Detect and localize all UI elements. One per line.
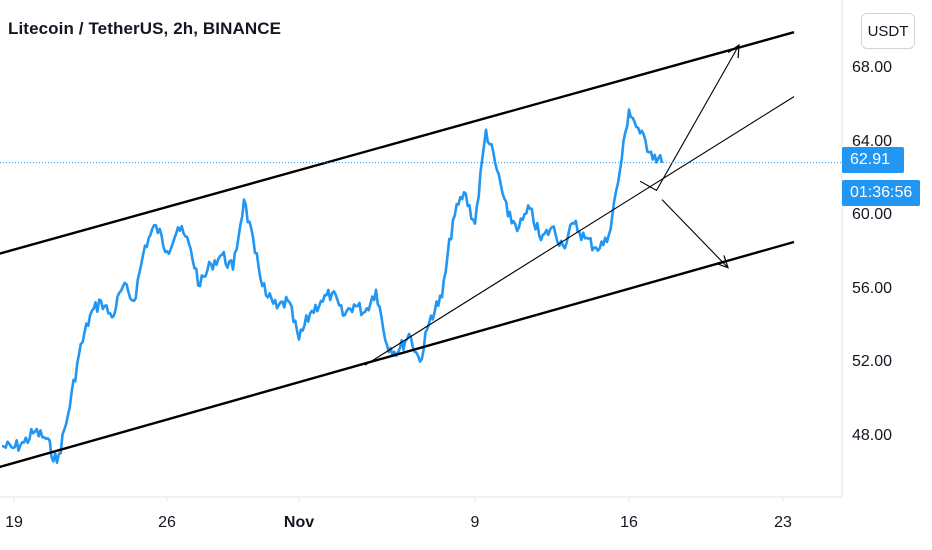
channel-upper-line[interactable]: [0, 31, 795, 262]
price-tick-label: 68.00: [852, 59, 893, 76]
price-series-line[interactable]: [1, 108, 664, 465]
price-tick-label: 64.00: [852, 132, 893, 150]
bar-countdown-label: 01:36:56: [842, 180, 920, 206]
time-tick-label: 26: [158, 514, 176, 531]
time-tick-label: 19: [5, 514, 23, 531]
price-tick-label: 60.00: [852, 206, 893, 224]
price-tick-label: 48.00: [852, 427, 893, 444]
price-tick-label: 56.00: [852, 279, 893, 297]
axes: [0, 0, 843, 501]
arrow-path-up-head: [727, 43, 740, 59]
time-tick-label: 9: [470, 514, 480, 531]
currency-selector-button[interactable]: USDT: [861, 13, 915, 49]
channel-lower-line[interactable]: [0, 240, 795, 476]
price-tick-label: 52.00: [852, 353, 893, 371]
arrow-path-down-head: [715, 255, 729, 269]
time-tick-label: 23: [774, 514, 792, 531]
chart-title: Litecoin / TetherUS, 2h, BINANCE: [8, 19, 282, 38]
trendline[interactable]: [364, 96, 795, 366]
arrow-path-up[interactable]: [639, 44, 740, 192]
last-price-label: 62.91: [842, 147, 904, 173]
arrow-path-down[interactable]: [661, 199, 729, 269]
time-tick-label: Nov: [283, 514, 315, 531]
time-tick-label: 16: [620, 514, 638, 531]
plot-area[interactable]: [0, 31, 842, 476]
